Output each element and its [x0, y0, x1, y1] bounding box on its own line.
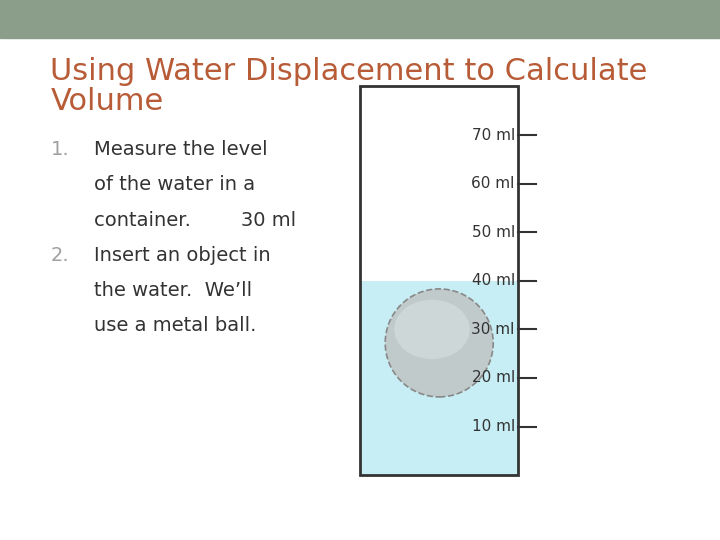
Ellipse shape	[395, 300, 470, 359]
Text: 60 ml: 60 ml	[472, 176, 515, 191]
Text: container.        30 ml: container. 30 ml	[94, 211, 296, 229]
Text: Insert an object in: Insert an object in	[94, 246, 270, 265]
Text: Measure the level: Measure the level	[94, 140, 267, 159]
Text: 20 ml: 20 ml	[472, 370, 515, 386]
Text: 10 ml: 10 ml	[472, 419, 515, 434]
Bar	[360, 281, 518, 475]
Text: 2.: 2.	[50, 246, 69, 265]
Text: 40 ml: 40 ml	[472, 273, 515, 288]
Text: Using Water Displacement to Calculate: Using Water Displacement to Calculate	[50, 57, 648, 86]
Text: of the water in a: of the water in a	[94, 176, 255, 194]
Text: Volume: Volume	[50, 87, 163, 117]
Text: 50 ml: 50 ml	[472, 225, 515, 240]
Text: the water.  We’ll: the water. We’ll	[94, 281, 252, 300]
Bar	[360, 86, 518, 475]
Bar	[0, 0, 720, 38]
Text: 70 ml: 70 ml	[472, 127, 515, 143]
Ellipse shape	[385, 289, 493, 397]
Text: use a metal ball.: use a metal ball.	[94, 316, 256, 335]
Text: 30 ml: 30 ml	[472, 322, 515, 337]
Text: 1.: 1.	[50, 140, 69, 159]
